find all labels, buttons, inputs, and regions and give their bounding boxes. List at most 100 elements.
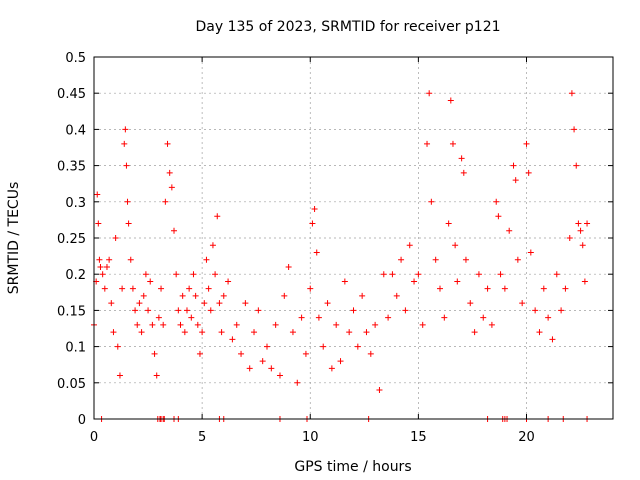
data-point xyxy=(124,198,131,205)
y-tick-label: 0.2 xyxy=(65,268,86,283)
data-point xyxy=(458,155,465,162)
data-point xyxy=(298,314,305,321)
data-point xyxy=(313,249,320,256)
data-point xyxy=(99,271,106,278)
data-point xyxy=(519,300,526,307)
data-point xyxy=(181,329,188,336)
data-point xyxy=(294,379,301,386)
data-point xyxy=(97,263,104,270)
data-point xyxy=(462,256,469,263)
data-point xyxy=(114,343,121,350)
data-point xyxy=(441,314,448,321)
data-point xyxy=(123,162,130,169)
data-point xyxy=(149,321,156,328)
data-point xyxy=(119,285,126,292)
data-point xyxy=(424,140,431,147)
y-tick-label: 0.1 xyxy=(65,341,86,356)
data-point xyxy=(553,271,560,278)
data-point xyxy=(545,314,552,321)
data-point xyxy=(354,343,361,350)
data-point xyxy=(411,278,418,285)
y-tick-label: 0.15 xyxy=(57,304,86,319)
data-point xyxy=(467,300,474,307)
data-point xyxy=(158,285,165,292)
data-point xyxy=(106,256,113,263)
data-point xyxy=(168,184,175,191)
data-point xyxy=(201,300,208,307)
data-point xyxy=(428,198,435,205)
data-point xyxy=(558,307,565,314)
data-point xyxy=(359,292,366,299)
data-point xyxy=(285,263,292,270)
data-point xyxy=(220,292,227,299)
data-point xyxy=(101,285,108,292)
data-point xyxy=(125,220,132,227)
data-point xyxy=(523,140,530,147)
data-point xyxy=(385,314,392,321)
data-point xyxy=(127,256,134,263)
data-point xyxy=(94,191,101,198)
data-point xyxy=(512,177,519,184)
y-tick-label: 0.35 xyxy=(57,160,86,175)
data-point xyxy=(116,372,123,379)
y-tick-label: 0.05 xyxy=(57,377,86,392)
data-point xyxy=(460,169,467,176)
data-point xyxy=(203,256,210,263)
data-point xyxy=(309,220,316,227)
y-tick-label: 0.25 xyxy=(57,232,86,247)
data-point xyxy=(134,321,141,328)
data-point xyxy=(112,235,119,241)
data-point xyxy=(584,220,591,227)
data-point xyxy=(398,256,405,263)
data-point xyxy=(406,242,413,249)
data-point xyxy=(212,271,219,278)
data-point xyxy=(183,307,190,314)
data-point xyxy=(171,227,178,234)
x-tick-label: 5 xyxy=(198,430,206,445)
x-tick-label: 20 xyxy=(518,430,535,445)
data-point xyxy=(367,350,374,357)
y-tick-label: 0.45 xyxy=(57,87,86,102)
x-axis: 0 5 10 15 20 xyxy=(90,57,535,445)
data-point xyxy=(205,285,212,292)
data-point xyxy=(246,365,253,372)
data-point xyxy=(510,162,517,169)
data-point xyxy=(389,271,396,278)
data-point xyxy=(315,314,322,321)
x-tick-label: 15 xyxy=(410,430,427,445)
data-point xyxy=(96,256,103,263)
data-point xyxy=(255,307,262,314)
data-point xyxy=(307,285,314,292)
x-tick-label: 10 xyxy=(302,430,319,445)
data-point xyxy=(166,169,173,176)
data-point xyxy=(214,213,221,220)
data-point xyxy=(276,372,283,379)
data-point xyxy=(272,321,279,328)
data-point xyxy=(302,350,309,357)
data-point xyxy=(142,271,149,278)
data-point xyxy=(454,278,461,285)
data-point xyxy=(242,300,249,307)
data-point xyxy=(426,90,433,97)
data-point xyxy=(495,213,502,220)
data-point xyxy=(196,350,203,357)
data-point xyxy=(484,285,491,292)
data-point xyxy=(471,329,478,336)
data-point xyxy=(190,271,197,278)
y-axis-label: SRMTID / TECUs xyxy=(6,182,22,295)
data-point xyxy=(437,285,443,292)
data-point xyxy=(147,278,154,285)
data-point xyxy=(209,242,216,249)
data-point xyxy=(160,321,167,328)
data-point xyxy=(136,300,143,307)
data-point xyxy=(216,300,223,307)
data-point xyxy=(145,307,152,314)
data-point xyxy=(179,292,186,299)
data-point xyxy=(140,292,147,299)
data-point xyxy=(372,321,379,328)
data-point xyxy=(350,307,357,314)
data-point xyxy=(259,358,266,365)
data-point xyxy=(581,278,588,285)
data-point xyxy=(549,336,556,343)
y-axis: 0 0.05 0.1 0.15 0.2 0.25 0.3 0.35 0.4 0.45 0.5 xyxy=(57,51,613,428)
